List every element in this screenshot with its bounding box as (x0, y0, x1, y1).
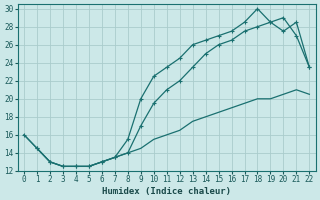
X-axis label: Humidex (Indice chaleur): Humidex (Indice chaleur) (102, 187, 231, 196)
